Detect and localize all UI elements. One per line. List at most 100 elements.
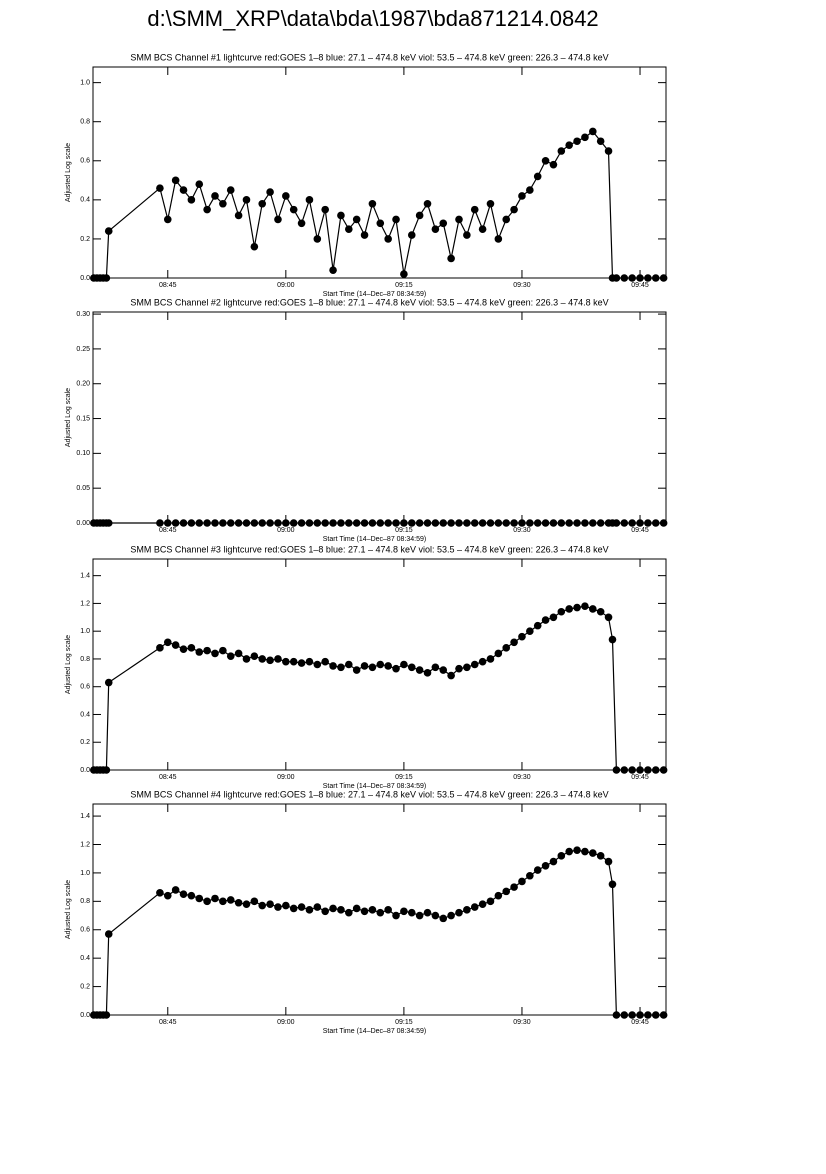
- data-point: [608, 635, 617, 644]
- y-tick-label: 0.6: [80, 684, 90, 691]
- page-title: d:\SMM_XRP\data\bda\1987\bda871214.0842: [147, 6, 598, 31]
- data-point: [486, 655, 495, 663]
- data-point: [274, 519, 282, 527]
- data-point: [289, 904, 298, 913]
- data-point: [384, 235, 392, 243]
- y-tick-label: 0.30: [76, 311, 90, 318]
- data-point: [620, 766, 629, 774]
- data-point: [581, 519, 589, 527]
- plot-frame: [92, 66, 667, 279]
- data-point: [604, 857, 613, 866]
- data-point: [470, 519, 479, 527]
- data-point: [289, 205, 298, 214]
- data-point: [392, 519, 400, 527]
- data-point: [644, 1011, 652, 1019]
- data-point: [415, 211, 424, 220]
- y-tick-label: 0.8: [80, 119, 90, 126]
- data-point: [659, 519, 668, 527]
- data-point: [258, 655, 267, 663]
- data-point: [573, 519, 581, 527]
- chart-title: SMM BCS Channel #1 lightcurve red:GOES 1…: [130, 52, 608, 62]
- data-point: [651, 1011, 660, 1019]
- data-point: [250, 652, 259, 660]
- data-point: [596, 607, 605, 616]
- data-point: [337, 519, 345, 527]
- data-point: [321, 657, 329, 666]
- data-point: [494, 519, 503, 527]
- data-point: [486, 897, 495, 906]
- data-point: [242, 655, 251, 663]
- data-point: [242, 196, 251, 204]
- data-point: [195, 519, 204, 527]
- data-point: [628, 1011, 636, 1019]
- data-point: [415, 911, 424, 920]
- data-point: [219, 897, 227, 906]
- data-point: [266, 188, 274, 196]
- data-point: [636, 1011, 644, 1019]
- data-point: [608, 880, 617, 889]
- data-point: [447, 519, 455, 527]
- data-point: [439, 666, 448, 674]
- data-point: [102, 766, 111, 774]
- data-point: [581, 602, 589, 610]
- data-point: [494, 891, 503, 900]
- data-point: [376, 908, 385, 917]
- data-point: [219, 199, 227, 208]
- x-tick-label: 08:45: [159, 774, 177, 781]
- data-point: [486, 199, 495, 208]
- data-point: [439, 519, 448, 527]
- data-point: [400, 519, 408, 527]
- data-point: [659, 274, 668, 282]
- data-point: [470, 903, 479, 911]
- data-point: [266, 656, 274, 665]
- data-point: [187, 891, 196, 900]
- x-tick-label: 09:45: [631, 527, 649, 534]
- y-tick-label: 0.0: [80, 1012, 90, 1019]
- y-tick-label: 0.05: [76, 485, 90, 492]
- data-point: [659, 1011, 668, 1019]
- data-point: [596, 852, 605, 860]
- data-point: [407, 908, 416, 917]
- data-point: [463, 906, 471, 914]
- data-point: [368, 519, 377, 527]
- data-point: [392, 664, 400, 673]
- data-point: [518, 192, 526, 200]
- data-point: [211, 894, 219, 903]
- data-point: [541, 616, 550, 624]
- data-point: [305, 657, 314, 666]
- y-tick-label: 1.2: [80, 841, 90, 848]
- data-point: [195, 180, 204, 189]
- data-point: [384, 662, 392, 670]
- data-point: [636, 274, 644, 282]
- plot-frame: [92, 311, 667, 524]
- data-point: [423, 199, 432, 208]
- data-point: [620, 519, 629, 527]
- y-tick-label: 0.0: [80, 275, 90, 282]
- data-point: [368, 663, 377, 672]
- data-point: [352, 666, 361, 674]
- x-tick-label: 08:45: [159, 1019, 177, 1026]
- data-point: [171, 519, 180, 527]
- data-point: [589, 127, 597, 136]
- data-point: [266, 900, 274, 908]
- y-tick-label: 1.0: [80, 870, 90, 877]
- data-point: [526, 627, 534, 635]
- data-point: [305, 519, 314, 527]
- plot-frame: [92, 803, 667, 1016]
- data-point: [589, 519, 597, 527]
- data-point: [305, 906, 314, 914]
- data-point: [407, 231, 416, 239]
- y-tick-label: 1.4: [80, 813, 90, 820]
- data-point: [392, 911, 400, 920]
- data-point: [510, 205, 518, 214]
- data-point: [329, 519, 337, 527]
- data-point: [526, 186, 534, 194]
- data-point: [636, 766, 644, 774]
- data-point: [557, 607, 566, 616]
- data-point: [549, 857, 558, 866]
- y-tick-label: 0.00: [76, 520, 90, 527]
- data-point: [423, 908, 432, 917]
- data-point: [329, 904, 337, 913]
- data-point: [620, 1011, 629, 1019]
